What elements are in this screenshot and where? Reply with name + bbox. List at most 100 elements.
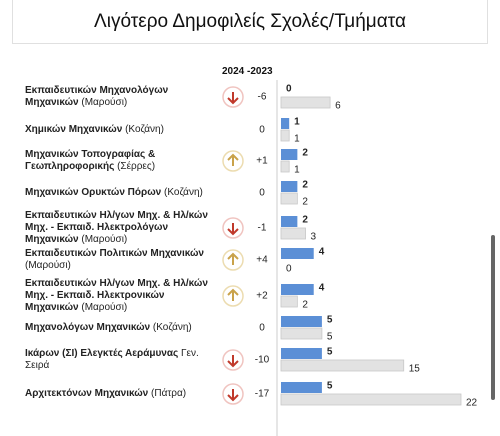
bar-2024: [281, 216, 298, 227]
row-label: Αρχιτεκτόνων Μηχανικών (Πάτρα): [25, 377, 220, 411]
change: +2: [256, 291, 268, 302]
bar-2023: [280, 192, 298, 205]
row-label: Μηχανικών Ορυκτών Πόρων (Κοζάνη): [25, 176, 220, 210]
school-name: Εκπαιδευτικών Ηλ/γων Μηχ. & Ηλ/κών Μηχ. …: [25, 210, 208, 245]
value-2024: 5: [327, 315, 333, 326]
bar-2024: [281, 149, 298, 160]
location: (Πάτρα): [151, 388, 187, 399]
value-2024: 2: [302, 148, 308, 159]
value-2023: 22: [466, 398, 478, 409]
column-header: 2024 -2023: [222, 66, 273, 77]
value-2023: 1: [294, 134, 300, 145]
location: (Μαρούσι): [25, 260, 71, 271]
row-label: Εκπαιδευτικών Ηλ/γων Μηχ. & Ηλ/κών Μηχ. …: [25, 210, 220, 246]
row-label: Εκπαιδευτικών Μηχανολόγων Μηχανικών (Μαρ…: [25, 80, 220, 114]
label-text: Εκπαιδευτικών Ηλ/γων Μηχ. & Ηλ/κών Μηχ. …: [25, 210, 220, 246]
trend-arrow-head: [227, 252, 239, 260]
row-label: Ικάρων (ΣΙ) Ελεγκτές Αεράμυνας Γεν. Σειρ…: [25, 343, 220, 377]
change: -6: [258, 92, 267, 103]
row-label: Μηχανικών Τοπογραφίας & Γεωπληροφορικής …: [25, 144, 220, 178]
location: (Μαρούσι): [81, 97, 128, 108]
value-2023: 2: [302, 300, 308, 311]
location: (Μαρούσι): [81, 234, 128, 245]
school-name: Μηχανολόγων Μηχανικών: [25, 322, 151, 333]
change: +1: [256, 156, 268, 167]
bar-2023: [280, 327, 323, 340]
value-2023: 3: [311, 232, 317, 243]
label-text: Χημικών Μηχανικών (Κοζάνη): [25, 124, 220, 136]
bar-2024: [281, 382, 322, 393]
location: (Κοζάνη): [152, 322, 192, 333]
value-2023: 0: [286, 264, 292, 275]
row-label: Χημικών Μηχανικών (Κοζάνη): [25, 113, 220, 147]
bar-2024: [281, 284, 314, 295]
value-2024: 0: [286, 84, 292, 95]
row-label: Εκπαιδευτικών Πολιτικών Μηχανικών (Μαρού…: [25, 243, 220, 277]
bar-2023: [280, 359, 405, 372]
label-text: Εκπαιδευτικών Μηχανολόγων Μηχανικών (Μαρ…: [25, 85, 220, 109]
location: (Κοζάνη): [125, 124, 164, 135]
scrollbar[interactable]: [491, 235, 495, 400]
bar-2024: [281, 118, 290, 129]
school-name: Μηχανικών Ορυκτών Πόρων: [25, 187, 162, 198]
bar-2024: [281, 348, 322, 359]
trend-arrow-head: [227, 288, 239, 296]
row-label: Εκπαιδευτικών Ηλ/γων Μηχ. & Ηλ/κών Μηχ. …: [25, 278, 220, 314]
location: (Κοζάνη): [164, 187, 203, 198]
bar-2024: [281, 316, 322, 327]
trend-arrow-head: [227, 360, 239, 368]
school-name: Χημικών Μηχανικών: [25, 124, 123, 135]
change: 0: [259, 125, 265, 136]
value-2024: 1: [294, 117, 300, 128]
school-name: Εκπαιδευτικών Πολιτικών Μηχανικών: [25, 248, 204, 259]
bar-2023: [280, 295, 298, 308]
change: -10: [255, 355, 270, 366]
location: (Μαρούσι): [81, 302, 128, 313]
school-name: Εκπαιδευτικών Ηλ/γων Μηχ. & Ηλ/κών Μηχ. …: [25, 278, 208, 313]
value-2023: 6: [335, 101, 341, 112]
bar-2024: [281, 181, 298, 192]
label-text: Μηχανικών Ορυκτών Πόρων (Κοζάνη): [25, 187, 220, 199]
trend-arrow-head: [227, 153, 239, 161]
school-name: Ικάρων (ΣΙ) Ελεγκτές Αεράμυνας: [25, 348, 179, 359]
label-text: Ικάρων (ΣΙ) Ελεγκτές Αεράμυνας Γεν. Σειρ…: [25, 348, 220, 372]
row-label: Μηχανολόγων Μηχανικών (Κοζάνη): [25, 311, 220, 345]
bar-2023: [280, 227, 306, 240]
value-2024: 2: [302, 215, 308, 226]
school-name: Εκπαιδευτικών Μηχανολόγων Μηχανικών: [25, 85, 169, 108]
value-2023: 2: [302, 197, 308, 208]
trend-arrow-head: [227, 97, 239, 105]
value-2023: 1: [294, 165, 300, 176]
title: Λιγότερο Δημοφιλείς Σχολές/Τμήματα: [12, 0, 488, 44]
value-2024: 5: [327, 381, 333, 392]
value-2024: 5: [327, 347, 333, 358]
value-2024: 2: [302, 180, 308, 191]
change: +4: [256, 255, 268, 266]
location: Γεν. Σειρά: [25, 348, 199, 371]
bar-2024: [281, 248, 314, 259]
value-2024: 4: [319, 283, 325, 294]
bar-2023: [280, 393, 462, 406]
change: -17: [255, 389, 270, 400]
label-text: Εκπαιδευτικών Πολιτικών Μηχανικών (Μαρού…: [25, 248, 220, 272]
label-text: Μηχανολόγων Μηχανικών (Κοζάνη): [25, 322, 220, 334]
label-text: Εκπαιδευτικών Ηλ/γων Μηχ. & Ηλ/κών Μηχ. …: [25, 278, 220, 314]
trend-arrow-head: [227, 394, 239, 402]
change: 0: [259, 323, 265, 334]
school-name: Μηχανικών Τοπογραφίας & Γεωπληροφορικής: [25, 149, 156, 172]
label-text: Αρχιτεκτόνων Μηχανικών (Πάτρα): [25, 388, 220, 400]
trend-arrow-head: [227, 228, 239, 236]
location: (Σέρρες): [117, 161, 156, 172]
label-text: Μηχανικών Τοπογραφίας & Γεωπληροφορικής …: [25, 149, 220, 173]
bar-2023: [280, 96, 331, 109]
value-2023: 15: [409, 364, 421, 375]
bar-2023: [280, 160, 290, 173]
change: -1: [258, 223, 267, 234]
change: 0: [259, 188, 265, 199]
value-2023: 5: [327, 332, 333, 343]
value-2024: 4: [319, 247, 325, 258]
school-name: Αρχιτεκτόνων Μηχανικών: [25, 388, 149, 399]
bar-2023: [280, 129, 290, 142]
